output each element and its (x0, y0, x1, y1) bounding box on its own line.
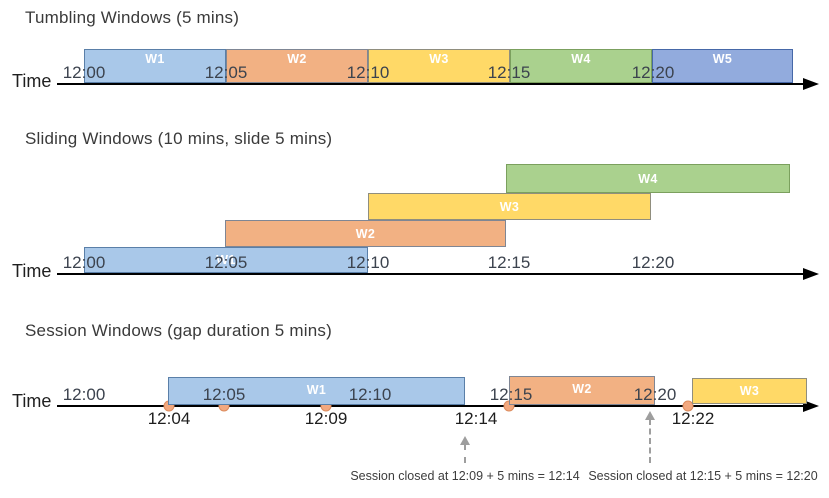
window-label: W2 (287, 52, 307, 66)
time-axis-label: Time (12, 391, 52, 411)
window-label: W3 (429, 52, 449, 66)
session-windows-time-axis-arrowhead-icon (803, 400, 819, 412)
window-label: W2 (572, 382, 592, 396)
sliding-windows-window-w3: W3 (368, 193, 651, 220)
session-windows-window-w2: W2 (509, 376, 655, 405)
callout-arrowhead-icon (460, 436, 470, 445)
axis-tick: 12:10 (346, 253, 390, 272)
session-windows-window-w3: W3 (692, 378, 807, 404)
axis-tick: 12:00 (62, 385, 106, 404)
sliding-windows-window-w1: W1 (84, 247, 368, 273)
axis-tick: 12:20 (631, 63, 675, 82)
event-time-label: 12:14 (454, 409, 498, 428)
axis-tick: 12:15 (489, 385, 533, 404)
tumbling-windows-time-axis-line (57, 83, 803, 85)
event-time-label: 12:22 (671, 409, 715, 428)
axis-tick: 12:10 (346, 63, 390, 82)
session-closed-caption: Session closed at 12:09 + 5 mins = 12:14 (350, 469, 580, 483)
session-windows-window-w1: W1 (168, 377, 465, 405)
tumbling-windows-window-w2: W2 (226, 49, 368, 83)
axis-tick: 12:10 (348, 385, 392, 404)
session-windows-time-axis-line (57, 405, 803, 407)
window-label: W3 (739, 384, 760, 398)
axis-tick: 12:05 (204, 63, 248, 82)
axis-tick: 12:20 (631, 253, 675, 272)
tumbling-windows-window-w4: W4 (510, 49, 652, 83)
sliding-windows-title: Sliding Windows (10 mins, slide 5 mins) (25, 129, 333, 148)
axis-tick: 12:15 (487, 63, 531, 82)
tumbling-windows-window-w5: W5 (652, 49, 793, 83)
window-label: W4 (571, 52, 591, 66)
callout-arrowhead-icon (645, 411, 655, 420)
callout-arrow-line (464, 444, 466, 463)
callout-arrow-line (649, 419, 651, 463)
time-axis-label: Time (12, 261, 52, 281)
session-windows-title: Session Windows (gap duration 5 mins) (25, 321, 332, 340)
sliding-windows-window-w2: W2 (225, 220, 506, 247)
window-label: W4 (638, 171, 658, 186)
window-label: W1 (216, 253, 236, 267)
window-label: W5 (712, 52, 733, 66)
tumbling-windows-window-w1: W1 (84, 49, 226, 83)
sliding-windows-window-w4: W4 (506, 164, 790, 193)
sliding-windows-time-axis-arrowhead-icon (803, 268, 819, 280)
event-time-label: 12:09 (304, 409, 348, 428)
event-time-label: 12:04 (147, 409, 191, 428)
event-dot (682, 400, 694, 412)
window-label: W1 (145, 52, 165, 66)
window-label: W3 (499, 199, 520, 214)
axis-tick: 12:00 (62, 63, 106, 82)
tumbling-windows-window-w3: W3 (368, 49, 510, 83)
axis-tick: 12:15 (487, 253, 531, 272)
axis-tick: 12:00 (62, 253, 106, 272)
tumbling-windows-time-axis-arrowhead-icon (803, 78, 819, 90)
axis-tick: 12:20 (633, 385, 677, 404)
time-axis-label: Time (12, 71, 52, 91)
window-label: W2 (355, 226, 376, 241)
axis-tick: 12:05 (202, 385, 246, 404)
window-label: W1 (306, 383, 327, 397)
session-closed-caption: Session closed at 12:15 + 5 mins = 12:20 (588, 469, 818, 483)
axis-tick: 12:05 (204, 253, 248, 272)
tumbling-windows-title: Tumbling Windows (5 mins) (25, 8, 240, 27)
sliding-windows-time-axis-line (57, 273, 803, 275)
